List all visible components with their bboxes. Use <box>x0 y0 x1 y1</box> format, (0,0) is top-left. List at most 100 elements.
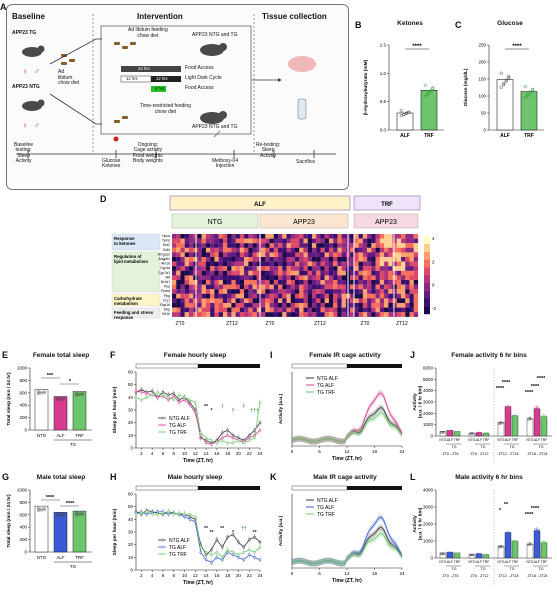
panel-d-heat-cell <box>231 293 236 299</box>
panel-d-heat-cell <box>409 312 414 317</box>
panel-h-y-tick-label: 50 <box>128 504 134 509</box>
panel-d-heat-cell <box>333 284 338 290</box>
panel-b-dot <box>404 111 408 116</box>
panel-d-heat-cell <box>367 243 372 248</box>
panel-d-heat-cell <box>396 312 402 317</box>
panel-d-heat-cell <box>341 293 346 299</box>
panel-d-heat-cell <box>227 261 232 267</box>
panel-d-heat-cell <box>286 284 291 290</box>
panel-d-heat-cell <box>286 261 291 267</box>
panel-d-heat-cell <box>324 252 330 258</box>
panel-l-bar <box>540 542 548 559</box>
panel-d-heat-cell <box>396 266 402 271</box>
panel-d-heat-cell <box>214 293 219 299</box>
panel-j-dot <box>457 431 460 434</box>
panel-d-heat-cell <box>201 234 207 239</box>
panel-d-colorbar-swatch <box>424 298 430 307</box>
panel-d-heat-cell <box>303 266 308 271</box>
panel-d-heat-cell <box>222 289 228 294</box>
panel-d-heat-cell <box>239 270 245 276</box>
panel-d-heat-cell <box>388 238 393 244</box>
panel-d-heat-cell <box>184 303 190 308</box>
panel-d-heat-cell <box>371 303 376 308</box>
panel-h-y-tick-label: 10 <box>128 555 134 560</box>
panel-b-dot <box>426 92 430 96</box>
panel-l-sig-label: ** <box>504 502 509 508</box>
panel-d-heat-cell <box>316 298 321 304</box>
panel-d-heat-cell <box>286 293 291 299</box>
panel-l-bin-label: ZT6 - ZT12 <box>471 574 489 578</box>
label-trf: Time-restricted feeding chow diet <box>140 103 191 115</box>
panel-d-colorbar-swatch <box>424 236 430 244</box>
panel-d-heat-cell <box>176 234 181 239</box>
panel-d-heat-cell <box>252 243 257 248</box>
panel-l-y-tick-label: 0 <box>430 556 433 561</box>
panel-d-heat-cell <box>409 238 414 244</box>
panel-l-dot <box>537 529 540 532</box>
panel-d-heat-cell <box>367 238 372 244</box>
panel-d-heat-cell <box>201 261 207 267</box>
panel-d-heat-cell <box>341 270 346 276</box>
tube-icon <box>297 98 307 120</box>
panel-d-heat-cell <box>379 270 385 276</box>
panel-k-legend-label: TG TRF <box>317 512 335 518</box>
panel-h-series-line <box>135 511 261 563</box>
panel-d-heat-cell <box>184 307 190 313</box>
panel-d-heat-cell <box>269 252 274 258</box>
panel-d-label: D <box>100 194 107 204</box>
panel-d-heat-cell <box>290 303 296 308</box>
panel-f-x-tick-label: 8 <box>172 451 175 456</box>
panel-f-y-label: Sleep per hour (min) <box>112 386 118 433</box>
panel-d-heat-cell <box>180 298 185 304</box>
panel-d-heat-cell <box>286 280 291 285</box>
panel-d-heat-cell <box>273 243 279 248</box>
panel-d-heat-cell <box>358 247 363 253</box>
panel-g-dot <box>40 507 43 511</box>
panel-l-dot <box>472 553 475 557</box>
panel-d-heat-cell <box>396 289 402 294</box>
panel-d-heat-cell <box>307 293 313 299</box>
panel-d-heat-cell <box>388 257 393 262</box>
panel-d-heat-cell <box>333 289 338 294</box>
panel-d-heat-cell <box>392 243 397 248</box>
panel-d-heat-cell <box>396 252 402 258</box>
panel-d-heat-cell <box>273 247 279 253</box>
panel-d-heat-cell <box>379 247 385 253</box>
panel-d-heat-cell <box>303 298 308 304</box>
panel-d-heat-cell <box>261 298 266 304</box>
panel-d-heat-cell <box>316 303 321 308</box>
panel-d-gene-label: Cyp7a1 <box>158 271 170 275</box>
panel-d-heat-cell <box>316 243 321 248</box>
panel-j-y-label: (a.u. / 6 hr bin) <box>418 385 424 418</box>
panel-d-heat-cell <box>333 270 338 276</box>
panel-d-heat-cell <box>413 312 419 317</box>
panel-d-heat-cell <box>328 257 334 262</box>
panel-d-heat-cell <box>205 303 211 308</box>
panel-d-heat-cell <box>333 266 338 271</box>
panel-j-bin-label: ZT18 - ZT24 <box>528 452 548 456</box>
panel-d-heat-cell <box>320 275 325 281</box>
panel-d-heat-cell <box>252 252 257 258</box>
panel-d-heat-cell <box>401 289 406 294</box>
panel-j-dot <box>441 430 445 434</box>
panel-j-y-tick-label: 3000 <box>423 400 434 405</box>
panel-c-y-tick-label: 150 <box>478 77 486 82</box>
panel-d-heat-cell <box>316 280 321 285</box>
panel-d-heat-cell <box>350 293 355 299</box>
panel-d-heat-cell <box>375 238 380 244</box>
panel-d-heat-cell <box>176 303 181 308</box>
label-app23-tg: APP23 TG <box>12 30 37 36</box>
panel-d-heat-cell <box>256 234 262 239</box>
panel-d-heat-cell <box>201 307 207 313</box>
panel-d-heat-cell <box>316 261 321 267</box>
panel-d-heat-cell <box>371 312 376 317</box>
panel-d-heat-cell <box>358 280 363 285</box>
panel-d-heat-cell <box>235 234 240 239</box>
panel-d-heat-cell <box>299 234 304 239</box>
panel-d-heat-cell <box>392 252 397 258</box>
panel-a-diagram: ♀ ♂ ♀ ♂ <box>16 14 336 158</box>
panel-d-heat-cell <box>307 238 313 244</box>
panel-j-bar <box>475 432 483 437</box>
panel-d-heat-cell <box>341 275 346 281</box>
panel-j-y-tick-label: 1000 <box>423 422 434 427</box>
